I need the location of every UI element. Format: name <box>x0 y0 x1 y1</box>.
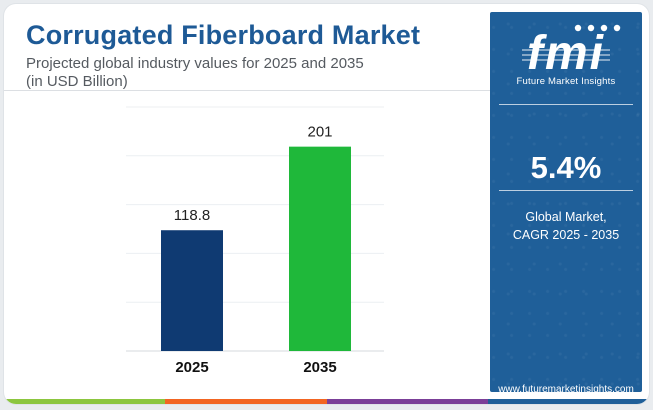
gear-icon <box>613 24 621 32</box>
panel-texture <box>490 12 642 392</box>
bottom-color-stripe <box>4 399 649 404</box>
bars <box>161 146 351 351</box>
labels: 118.8 2025 201 2035 <box>174 124 337 376</box>
x-tick-label-2035: 2035 <box>303 359 336 376</box>
bar-2025 <box>161 230 223 351</box>
chart-subtitle: Projected global industry values for 202… <box>26 55 364 91</box>
data-label-2025: 118.8 <box>174 207 210 224</box>
logo-caption: Future Market Insights <box>516 76 616 87</box>
infographic-card: Corrugated Fiberboard Market Projected g… <box>4 4 649 404</box>
logo-text: fmi <box>527 27 605 76</box>
cagr-value: 5.4% <box>530 150 602 185</box>
chart-icon <box>600 24 608 32</box>
bar-2035 <box>289 146 351 351</box>
logo-stripes <box>522 49 610 61</box>
logo-icons <box>574 24 621 32</box>
subtitle-line-2: (in USD Billion) <box>26 73 128 90</box>
person-icon <box>574 24 582 32</box>
fmi-logo: fmi Future Market Insights <box>490 20 642 87</box>
globe-icon <box>587 24 595 32</box>
stripe-segment <box>487 399 649 404</box>
cagr-label: Global Market, CAGR 2025 - 2035 <box>490 208 642 244</box>
stripe-segment <box>4 399 166 404</box>
panel-rule-top <box>499 104 633 105</box>
stripe-segment <box>165 399 327 404</box>
panel-rule-middle <box>499 190 633 191</box>
data-label-2035: 201 <box>307 124 332 141</box>
website-url: www.futuremarketinsights.com <box>498 384 634 392</box>
cagr-panel: fmi Future Market Insights 5.4% Global M… <box>490 12 642 392</box>
cagr-label-line-2: CAGR 2025 - 2035 <box>512 228 620 242</box>
stripe-segment <box>326 399 488 404</box>
chart-title: Corrugated Fiberboard Market <box>26 20 421 50</box>
x-tick-label-2025: 2025 <box>175 359 208 376</box>
header-divider <box>4 90 490 91</box>
fmi-logo-mark: fmi <box>522 24 621 80</box>
cagr-label-line-1: Global Market, <box>525 210 607 224</box>
subtitle-line-1: Projected global industry values for 202… <box>26 55 364 72</box>
bar-chart: 118.8 2025 201 2035 <box>126 106 384 376</box>
